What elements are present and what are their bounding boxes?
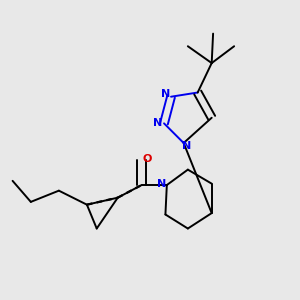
Text: N: N — [157, 179, 167, 189]
Text: N: N — [161, 89, 170, 99]
Text: N: N — [182, 141, 192, 152]
Text: O: O — [142, 154, 152, 164]
Text: N: N — [153, 118, 163, 128]
